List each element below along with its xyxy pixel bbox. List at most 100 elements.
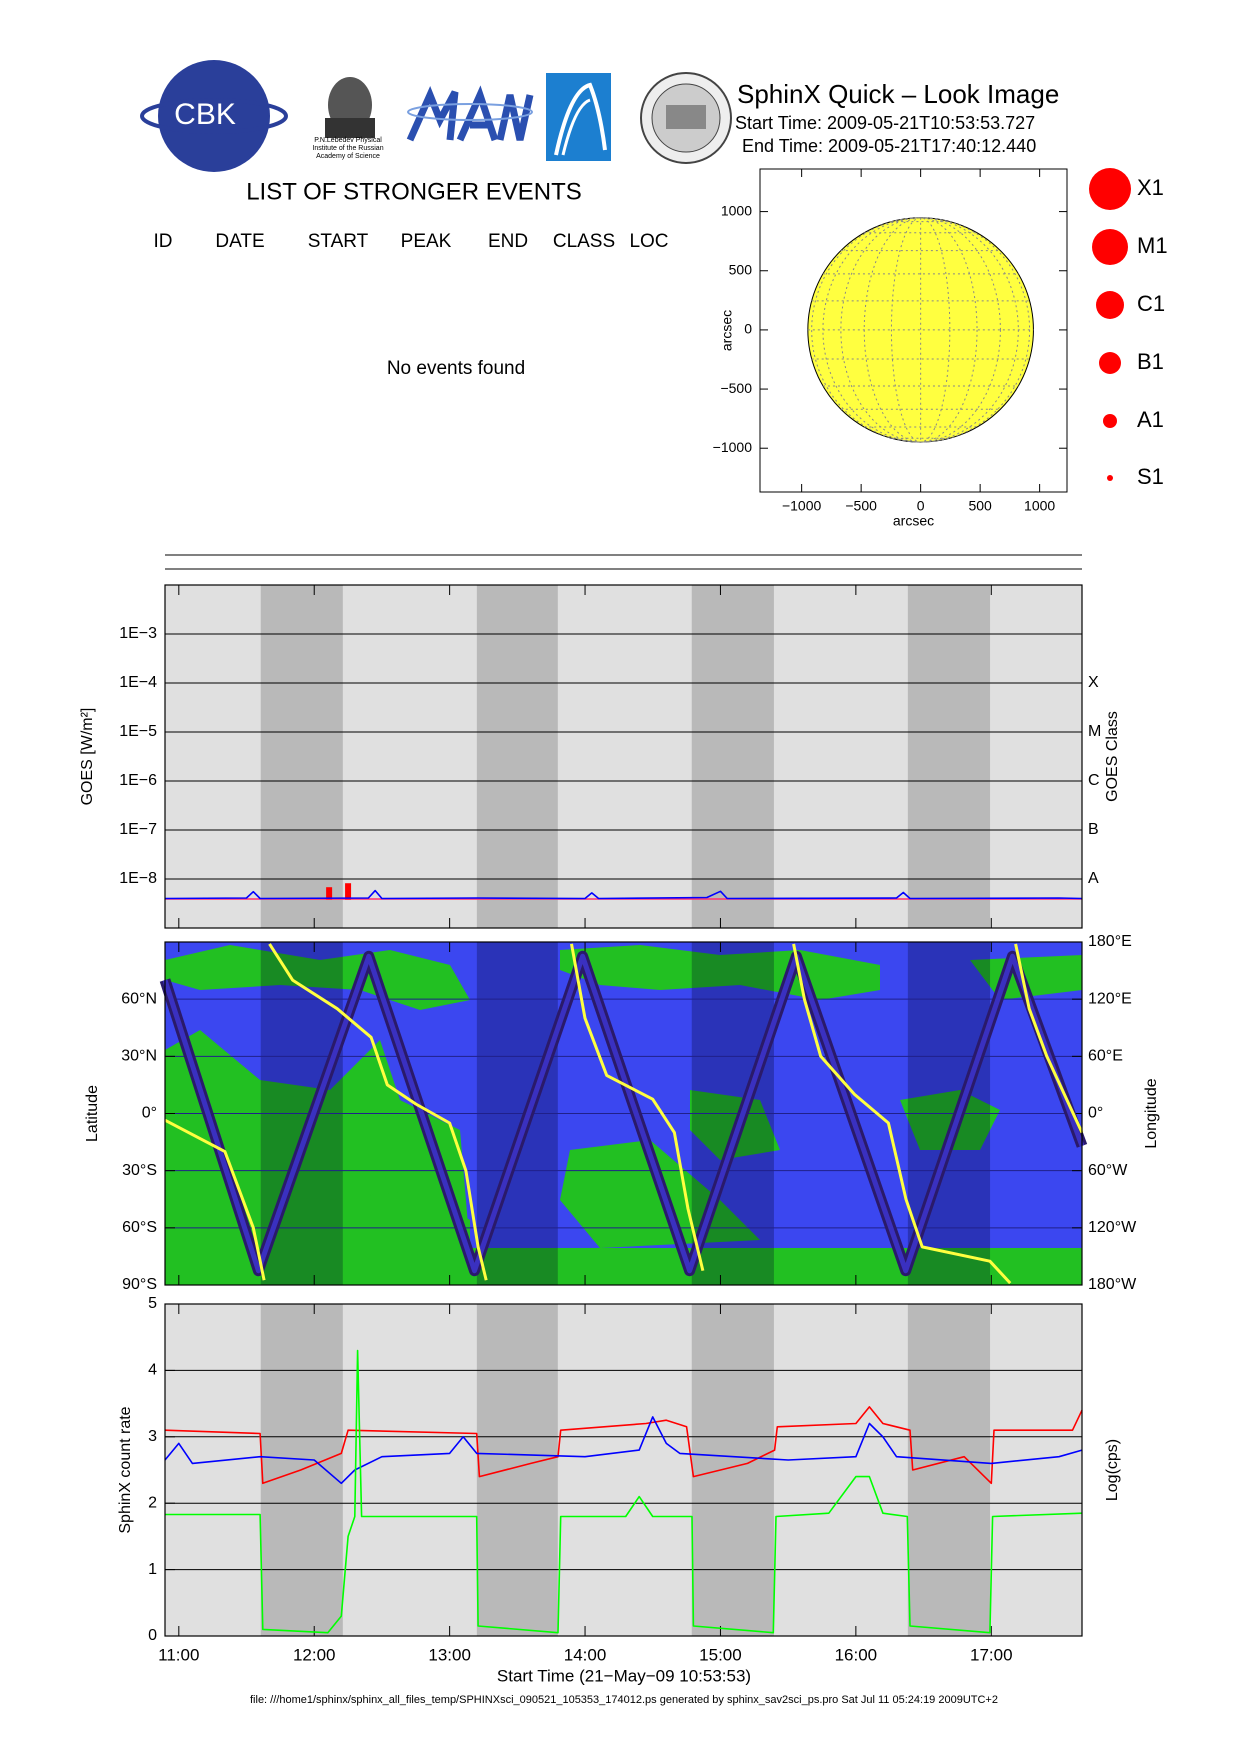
series-line [164, 1416, 1083, 1485]
y-tick-label: −1000 [713, 439, 753, 455]
disk-grid [807, 217, 1034, 443]
logo-lebedev: P.N.Lebedev Physical Institute of the Ru… [312, 77, 384, 160]
footer: file: ///home1/sphinx/sphinx_all_files_t… [250, 1694, 998, 1706]
column-header: LOC [629, 231, 668, 252]
x-tick-label: 16:00 [835, 1645, 878, 1664]
y2-axis-label: Longitude [1143, 1078, 1160, 1148]
legend-marker [1107, 475, 1113, 481]
logo-text: CBK [174, 98, 236, 131]
plot-frame [164, 584, 1083, 929]
x-tick-label: 500 [968, 498, 992, 514]
y2-tick-label: 0° [1088, 1105, 1103, 1122]
logo-cbk: CBK [140, 60, 288, 172]
legend-label: C1 [1137, 291, 1165, 316]
column-header: START [308, 231, 369, 252]
x-tick-label: −500 [845, 498, 877, 514]
y2-tick-label: B [1088, 821, 1099, 838]
column-header: DATE [215, 231, 264, 252]
end-time: End Time: 2009-05-21T17:40:12.440 [742, 136, 1036, 156]
x-tick-label: −1000 [782, 498, 822, 514]
y-axis-label: Latitude [84, 1085, 101, 1142]
eclipse-band [907, 585, 991, 928]
x-axis-label: arcsec [893, 513, 934, 529]
y2-tick-label: 60°W [1088, 1162, 1128, 1179]
y2-tick-label: M [1088, 723, 1101, 740]
y2-tick-label: C [1088, 772, 1100, 789]
events-message: No events found [387, 358, 525, 379]
y-tick-label: −500 [720, 380, 752, 396]
eclipse-band [476, 1304, 558, 1636]
y-tick-label: 30°N [121, 1048, 157, 1065]
header-title: SphinX Quick – Look Image [737, 79, 1059, 109]
logo-madh [406, 85, 534, 142]
y-tick-label: 5 [148, 1295, 157, 1312]
column-header: CLASS [553, 231, 615, 252]
y-tick-label: 0° [142, 1105, 157, 1122]
x-tick-label: 1000 [1024, 498, 1055, 514]
y-tick-label: 60°N [121, 990, 157, 1007]
logo-caption: P.N.Lebedev Physical [314, 137, 382, 144]
y-tick-label: 1E−5 [119, 723, 157, 740]
y2-tick-label: 60°E [1088, 1048, 1123, 1065]
longitude-line [164, 943, 1084, 1285]
bar [345, 883, 352, 900]
logo-caption: Academy of Science [316, 153, 380, 160]
plot-frame [759, 168, 1068, 493]
y-axis-label: GOES [W/m²] [79, 708, 96, 806]
legend-marker [1092, 229, 1128, 265]
y-axis-label: arcsec [719, 310, 735, 351]
y-tick-label: 60°S [122, 1219, 157, 1236]
y2-axis-label: GOES Class [1104, 711, 1121, 802]
eclipse-band [691, 1304, 774, 1636]
x-tick-label: 11:00 [158, 1645, 199, 1664]
y-tick-label: 0 [148, 1627, 157, 1644]
y-tick-label: 1E−3 [119, 625, 157, 642]
y-tick-label: 90°S [122, 1276, 157, 1293]
meridian [840, 217, 1001, 443]
legend-marker [1099, 352, 1121, 374]
y2-tick-label: 180°W [1088, 1276, 1137, 1293]
legend-label: A1 [1137, 407, 1164, 432]
x-axis-label: Start Time (21−May−09 10:53:53) [497, 1666, 751, 1685]
series-line [165, 1349, 1083, 1634]
logo-caption: Institute of the Russian [312, 145, 383, 152]
column-header: PEAK [401, 231, 452, 252]
y-tick-label: 500 [729, 261, 753, 277]
logo-square [546, 73, 611, 161]
y2-tick-label: 120°E [1088, 990, 1132, 1007]
logo-seal [640, 72, 732, 164]
y-tick-label: 1 [148, 1561, 157, 1578]
y2-tick-label: X [1088, 674, 1099, 691]
y-tick-label: 1E−6 [119, 772, 157, 789]
y2-axis-label: Log(cps) [1104, 1439, 1121, 1501]
x-tick-label: 15:00 [699, 1645, 742, 1664]
legend-label: M1 [1137, 233, 1168, 258]
legend-label: X1 [1137, 175, 1164, 200]
y-tick-label: 4 [148, 1362, 157, 1379]
eclipse-band [476, 585, 558, 928]
y-tick-label: 2 [148, 1494, 157, 1511]
y-tick-label: 1E−4 [119, 674, 157, 691]
y-tick-label: 1E−7 [119, 821, 157, 838]
x-tick-label: 17:00 [970, 1645, 1013, 1664]
y2-tick-label: 120°W [1088, 1219, 1137, 1236]
legend-marker [1103, 414, 1117, 428]
y-tick-label: 1E−8 [119, 870, 157, 887]
y-tick-label: 3 [148, 1428, 157, 1445]
x-tick-label: 13:00 [428, 1645, 471, 1664]
y-tick-label: 0 [744, 321, 752, 337]
series-line [164, 1406, 1083, 1485]
x-tick-label: 14:00 [564, 1645, 607, 1664]
y2-tick-label: A [1088, 870, 1099, 887]
x-tick-label: 0 [917, 498, 925, 514]
orbit-track-core [162, 953, 1085, 1274]
legend-marker [1096, 291, 1124, 319]
y-tick-label: 1000 [721, 202, 752, 218]
eclipse-band [260, 585, 343, 928]
y-tick-label: 30°S [122, 1162, 157, 1179]
eclipse-band [691, 585, 774, 928]
legend-label: B1 [1137, 349, 1164, 374]
legend-label: S1 [1137, 464, 1164, 489]
plot-frame [164, 941, 1083, 1286]
